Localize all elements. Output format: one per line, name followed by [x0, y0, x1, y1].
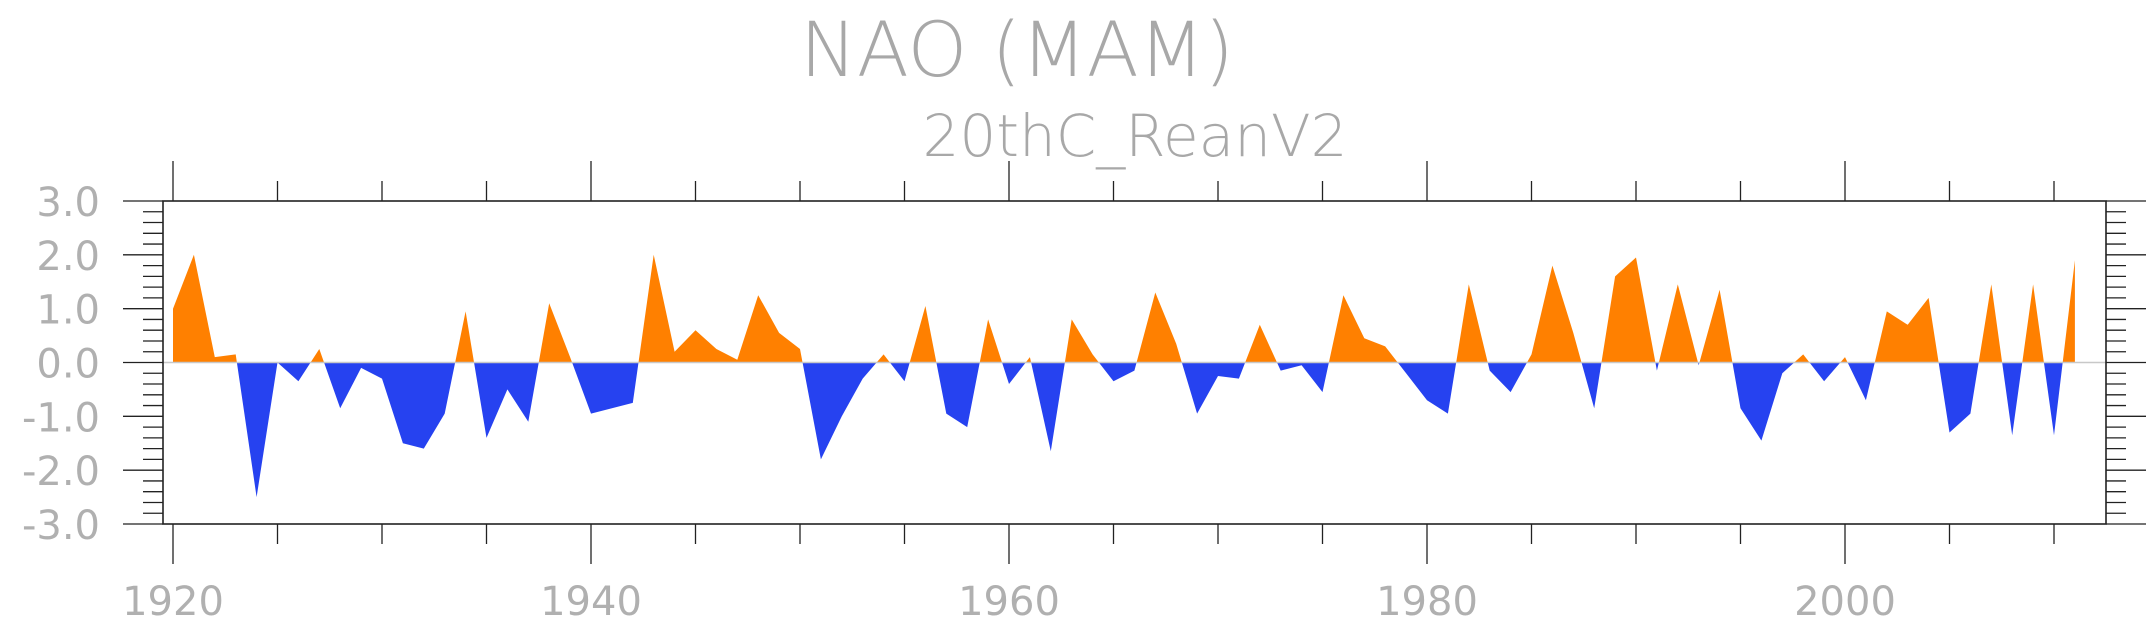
tick-labels: -3.0 -2.0 -1.0 0.0 1.0 2.0 3.0 1920 1940 1960 1980…	[22, 180, 1896, 624]
chart-title: NAO (MAM)	[800, 5, 1234, 94]
x-tick-label: 1940	[540, 579, 642, 624]
y-tick-label: 0.0	[36, 342, 100, 388]
y-tick-label: -3.0	[22, 503, 100, 549]
positive-area	[173, 254, 2075, 363]
x-tick-label: 1960	[958, 579, 1060, 624]
y-tick-label: 1.0	[36, 288, 100, 334]
axes	[123, 161, 2146, 564]
negative-area	[173, 362, 2075, 498]
y-tick-label: 3.0	[36, 180, 100, 226]
x-tick-label: 2000	[1794, 579, 1896, 624]
data-area	[173, 254, 2075, 498]
x-tick-label: 1920	[122, 579, 224, 624]
x-tick-label: 1980	[1376, 579, 1478, 624]
y-tick-label: -2.0	[22, 449, 100, 495]
y-tick-label: 2.0	[36, 234, 100, 280]
y-tick-label: -1.0	[22, 395, 100, 441]
chart-subtitle: 20thC_ReanV2	[922, 102, 1347, 170]
